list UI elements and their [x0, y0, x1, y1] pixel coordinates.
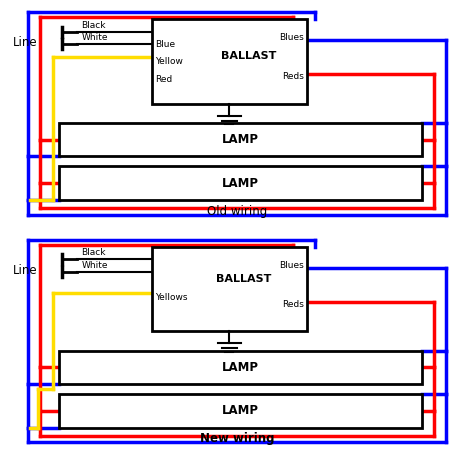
Text: Line: Line	[13, 36, 38, 49]
Text: Reds: Reds	[283, 299, 304, 308]
Bar	[152, 247, 307, 331]
Text: Old wiring: Old wiring	[207, 205, 267, 218]
Text: LAMP: LAMP	[222, 361, 259, 374]
Text: White: White	[82, 261, 108, 270]
Text: Yellows: Yellows	[155, 293, 188, 302]
Text: LAMP: LAMP	[222, 133, 259, 147]
Bar	[152, 19, 307, 104]
Text: Red: Red	[155, 76, 173, 85]
Text: BALLAST: BALLAST	[221, 51, 276, 61]
Text: Black: Black	[82, 248, 106, 257]
Bar	[59, 166, 422, 200]
Bar	[59, 123, 422, 157]
Text: BALLAST: BALLAST	[216, 274, 272, 284]
Text: Black: Black	[82, 21, 106, 30]
Bar	[59, 351, 422, 384]
Text: White: White	[82, 33, 108, 42]
Text: LAMP: LAMP	[222, 177, 259, 190]
Text: Blues: Blues	[280, 33, 304, 42]
Text: LAMP: LAMP	[222, 404, 259, 417]
Bar	[59, 394, 422, 428]
Text: Reds: Reds	[283, 72, 304, 81]
Text: New wiring: New wiring	[200, 432, 274, 445]
Text: Blue: Blue	[155, 40, 175, 49]
Text: Blues: Blues	[280, 261, 304, 270]
Text: Line: Line	[13, 264, 38, 277]
Text: Yellow: Yellow	[155, 57, 183, 66]
